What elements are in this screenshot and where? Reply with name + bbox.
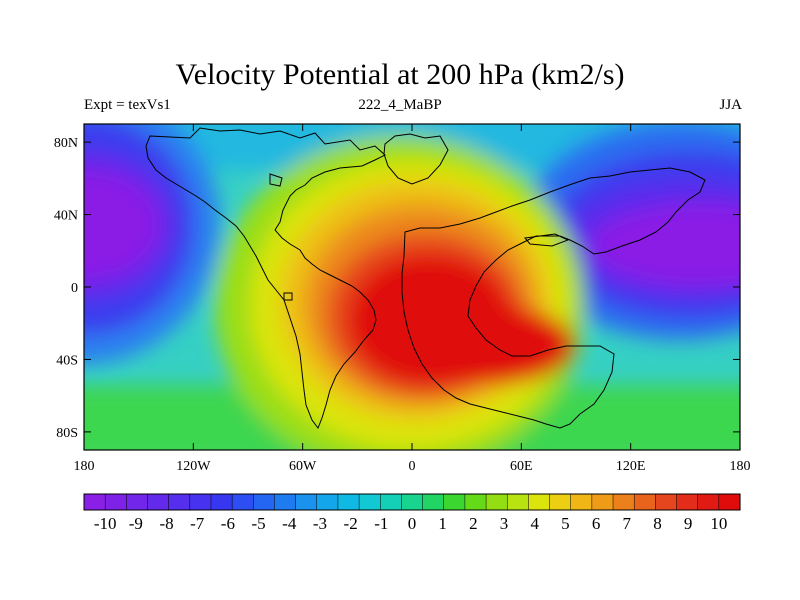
colorbar-label: 6 (592, 514, 601, 533)
colorbar-label: -4 (282, 514, 297, 533)
colorbar-swatch (718, 493, 741, 511)
x-tick-label: 180 (74, 459, 95, 474)
colorbar-swatch (210, 493, 233, 511)
colorbar-label: 1 (438, 514, 447, 533)
colorbar-swatch (485, 493, 508, 511)
colorbar-label: -3 (313, 514, 327, 533)
right-subtitle: JJA (719, 97, 742, 113)
colorbar-swatch (401, 493, 424, 511)
x-tick-label: 60W (289, 459, 317, 474)
colorbar-swatch (570, 493, 593, 511)
island-outline-2 (283, 292, 293, 301)
americas-outline (145, 127, 386, 430)
y-axis: 80N 40N 0 40S 80S (54, 136, 740, 441)
colorbar-label: -1 (374, 514, 388, 533)
colorbar-label: 2 (469, 514, 478, 533)
colorbar-swatch (464, 493, 487, 511)
eurasia-africa-outline (401, 167, 706, 429)
colorbar-swatch (295, 493, 318, 511)
colorbar-frame (83, 493, 741, 511)
map-field (84, 124, 740, 450)
colorbar-label: 0 (408, 514, 417, 533)
colorbar-swatch (591, 493, 614, 511)
colorbar-swatch (83, 493, 106, 511)
colorbar-swatch (168, 493, 191, 511)
colorbar-swatch (697, 493, 720, 511)
greenland-outline (383, 133, 449, 185)
colorbar-swatch (549, 493, 572, 511)
colorbar-label: 5 (561, 514, 570, 533)
island-outline-3 (269, 173, 283, 187)
colorbar-swatch (104, 493, 127, 511)
colorbar-swatch (506, 493, 529, 511)
y-tick-label: 40N (54, 209, 78, 224)
colorbar-label: 7 (623, 514, 632, 533)
colorbar-swatch (528, 493, 551, 511)
colorbar-swatch (231, 493, 254, 511)
colorbar-label: -2 (344, 514, 358, 533)
left-subtitle: Expt = texVs1 (84, 97, 171, 113)
colorbar-swatch (274, 493, 297, 511)
colorbar-label: 10 (710, 514, 727, 533)
colorbar-label: -6 (221, 514, 235, 533)
x-tick-label: 120E (616, 459, 646, 474)
colorbar-label: 9 (684, 514, 693, 533)
colorbar-swatch (422, 493, 445, 511)
colorbar-swatch (612, 493, 635, 511)
colorbar-swatch (253, 493, 276, 511)
x-tick-label: 0 (409, 459, 416, 474)
colorbar-label: 8 (653, 514, 662, 533)
colorbar-swatch (126, 493, 149, 511)
colorbar: -10 -9 -8 -7 -6 -5 -4 -3 -2 -1 0 1 2 3 4 5 6 7 8 9 10 (83, 493, 741, 533)
colorbar-label: 4 (530, 514, 539, 533)
colorbar-swatch (189, 493, 212, 511)
colorbar-label: -5 (251, 514, 265, 533)
colorbar-label: -9 (129, 514, 143, 533)
contour-field (84, 124, 740, 450)
chart-title: Velocity Potential at 200 hPa (km2/s) (175, 58, 625, 91)
x-tick-label: 120W (176, 459, 211, 474)
coastlines (145, 127, 706, 430)
colorbar-swatch (316, 493, 339, 511)
colorbar-swatch (380, 493, 402, 511)
colorbar-swatch (655, 493, 678, 511)
colorbar-label: -8 (159, 514, 173, 533)
y-tick-label: 0 (71, 281, 78, 296)
colorbar-label: -7 (190, 514, 205, 533)
center-subtitle: 222_4_MaBP (358, 97, 442, 113)
colorbar-label: 3 (500, 514, 509, 533)
colorbar-label: -10 (94, 514, 117, 533)
x-tick-label: 180 (730, 459, 751, 474)
colorbar-swatch (147, 493, 170, 511)
colorbar-swatch (633, 493, 656, 511)
y-tick-label: 80N (54, 136, 78, 151)
island-outline-1 (524, 233, 570, 247)
y-tick-label: 40S (56, 353, 78, 368)
colorbar-swatch (676, 493, 699, 511)
colorbar-swatch (358, 493, 381, 511)
y-tick-label: 80S (56, 426, 78, 441)
x-axis: 180 120W 60W 0 60E 120E 180 (74, 124, 751, 474)
colorbar-swatch (337, 493, 360, 511)
x-tick-label: 60E (510, 459, 533, 474)
colorbar-swatch (443, 493, 466, 511)
